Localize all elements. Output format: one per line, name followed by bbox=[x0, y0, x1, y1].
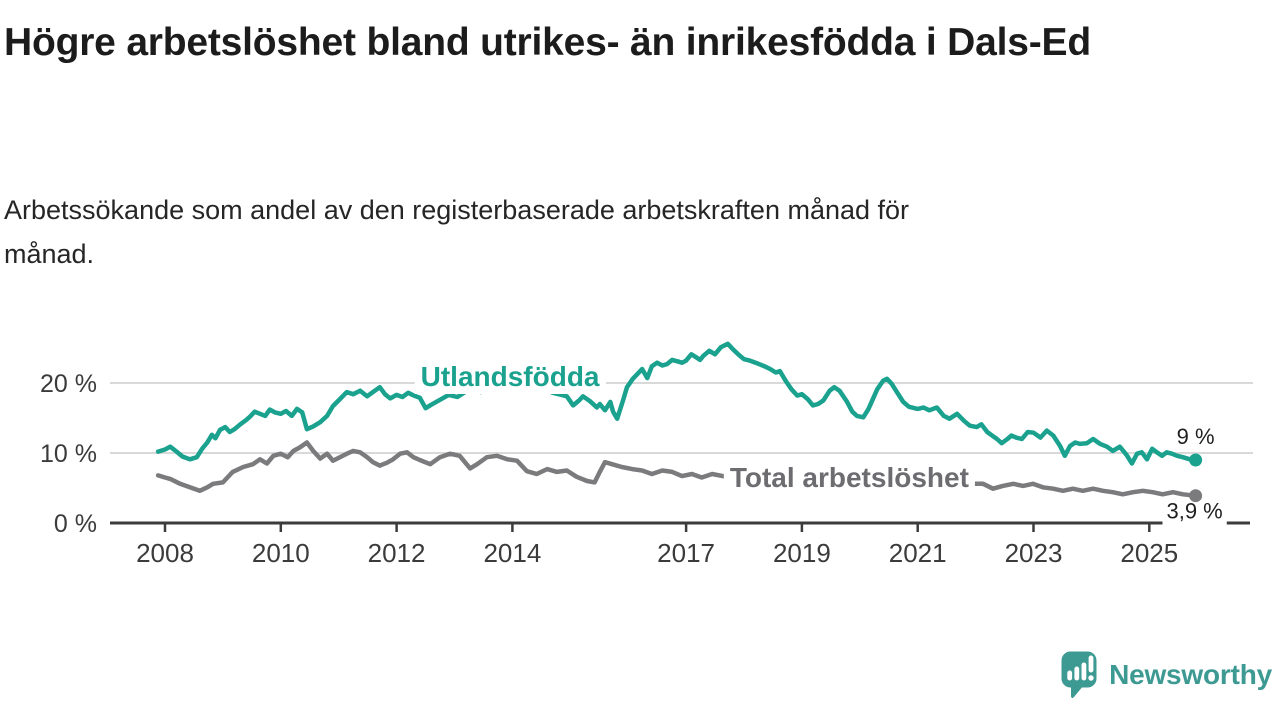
line-total bbox=[155, 440, 1198, 498]
x-tick-label-2019: 2019 bbox=[773, 538, 831, 568]
subtitle-line-2: månad. bbox=[4, 239, 95, 269]
series-label-total: Total arbetslöshet bbox=[730, 462, 969, 493]
line-utlandsfodda bbox=[155, 341, 1198, 466]
x-tick-label-2021: 2021 bbox=[889, 538, 947, 568]
y-tick-label-10: 10 % bbox=[40, 440, 97, 468]
x-tick-label-2023: 2023 bbox=[1005, 538, 1063, 568]
newsworthy-logo-icon bbox=[1061, 651, 1097, 699]
y-tick-label-20: 20 % bbox=[40, 370, 97, 398]
y-tick-label-0: 0 % bbox=[54, 510, 97, 538]
end-dot-total bbox=[1189, 489, 1203, 503]
page-title: Högre arbetslöshet bland utrikes- än inr… bbox=[4, 21, 1091, 64]
series-label-utlandsfodda: Utlandsfödda bbox=[421, 361, 600, 392]
x-tick-label-2017: 2017 bbox=[657, 538, 715, 568]
x-tick-label-2008: 2008 bbox=[136, 538, 194, 568]
newsworthy-wordmark: Newsworthy bbox=[1109, 659, 1272, 690]
x-tick-label-2025: 2025 bbox=[1120, 538, 1178, 568]
x-tick-label-2014: 2014 bbox=[483, 538, 541, 568]
end-label-total: 3,9 % bbox=[1166, 499, 1222, 524]
series-label-halo-utlandsfodda bbox=[414, 359, 606, 394]
x-tick-label-2012: 2012 bbox=[368, 538, 426, 568]
end-dot-utlandsfodda bbox=[1189, 453, 1203, 467]
series-label-halo-total bbox=[723, 459, 975, 495]
x-tick-label-2010: 2010 bbox=[252, 538, 310, 568]
end-label-halo-total bbox=[1162, 501, 1227, 527]
page-subtitle: Arbetssökande som andel av den registerb… bbox=[4, 188, 909, 276]
newsworthy-branding: Newsworthy bbox=[1060, 650, 1272, 700]
end-label-utlandsfodda: 9 % bbox=[1177, 424, 1215, 449]
subtitle-line-1: Arbetssökande som andel av den registerb… bbox=[4, 195, 910, 225]
